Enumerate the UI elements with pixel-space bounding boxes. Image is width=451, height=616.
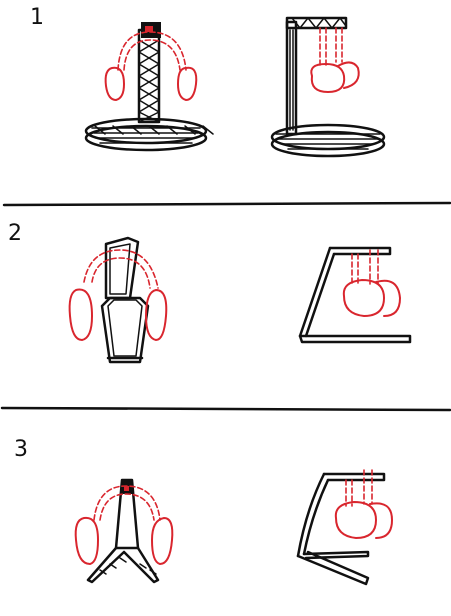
round-base-top <box>270 123 386 151</box>
ear-cup-front <box>342 279 385 317</box>
headband-dashed <box>83 249 159 289</box>
foot-bar <box>298 334 412 344</box>
v-shaped-base <box>86 546 160 584</box>
truss-stand-round-base <box>84 22 214 152</box>
curved-leg-stand <box>296 469 393 586</box>
rear-leg <box>296 550 370 586</box>
section-1: 1 <box>30 5 386 158</box>
ear-cup-left <box>104 66 125 101</box>
ear-cup-back <box>337 61 360 89</box>
divider-1 <box>2 201 451 207</box>
top-arm <box>328 246 392 256</box>
ear-cup-back <box>375 279 401 317</box>
base-hatching <box>275 133 381 150</box>
hex-column-top <box>104 236 140 300</box>
ear-cup-right <box>145 289 168 341</box>
ear-cup-right <box>177 66 198 101</box>
truss-column <box>137 28 161 124</box>
vertical-pole <box>285 20 298 136</box>
cantilever-stand <box>298 246 412 344</box>
hanging-headband <box>345 469 373 507</box>
curved-pole <box>296 472 330 558</box>
headband-dashed <box>93 485 161 521</box>
gallows-stand-round-base <box>270 16 386 158</box>
round-base-bottom <box>270 130 386 158</box>
section-3-number: 3 <box>14 437 28 462</box>
ear-cup-front <box>310 63 346 93</box>
divider-2 <box>0 406 451 412</box>
hanging-headband <box>319 27 343 67</box>
ear-cup-back <box>369 502 393 539</box>
tapered-fin-stand <box>74 478 174 584</box>
base-hatching <box>91 127 201 144</box>
section-2-number: 2 <box>8 221 22 246</box>
hanging-headband <box>351 249 379 287</box>
section-2: 2 <box>8 221 412 364</box>
section-1-number: 1 <box>30 5 44 30</box>
ear-cup-right <box>151 517 174 565</box>
hex-column-stand <box>68 236 168 364</box>
section-3: 3 <box>14 437 393 586</box>
round-base-bottom <box>84 124 208 152</box>
headband-dashed <box>117 31 187 71</box>
ear-cup-left <box>68 288 93 341</box>
top-arm <box>322 472 386 482</box>
slanted-pole <box>298 246 336 338</box>
ear-cup-left <box>74 516 99 565</box>
front-leg <box>302 550 370 560</box>
ear-cup-front <box>334 501 377 539</box>
